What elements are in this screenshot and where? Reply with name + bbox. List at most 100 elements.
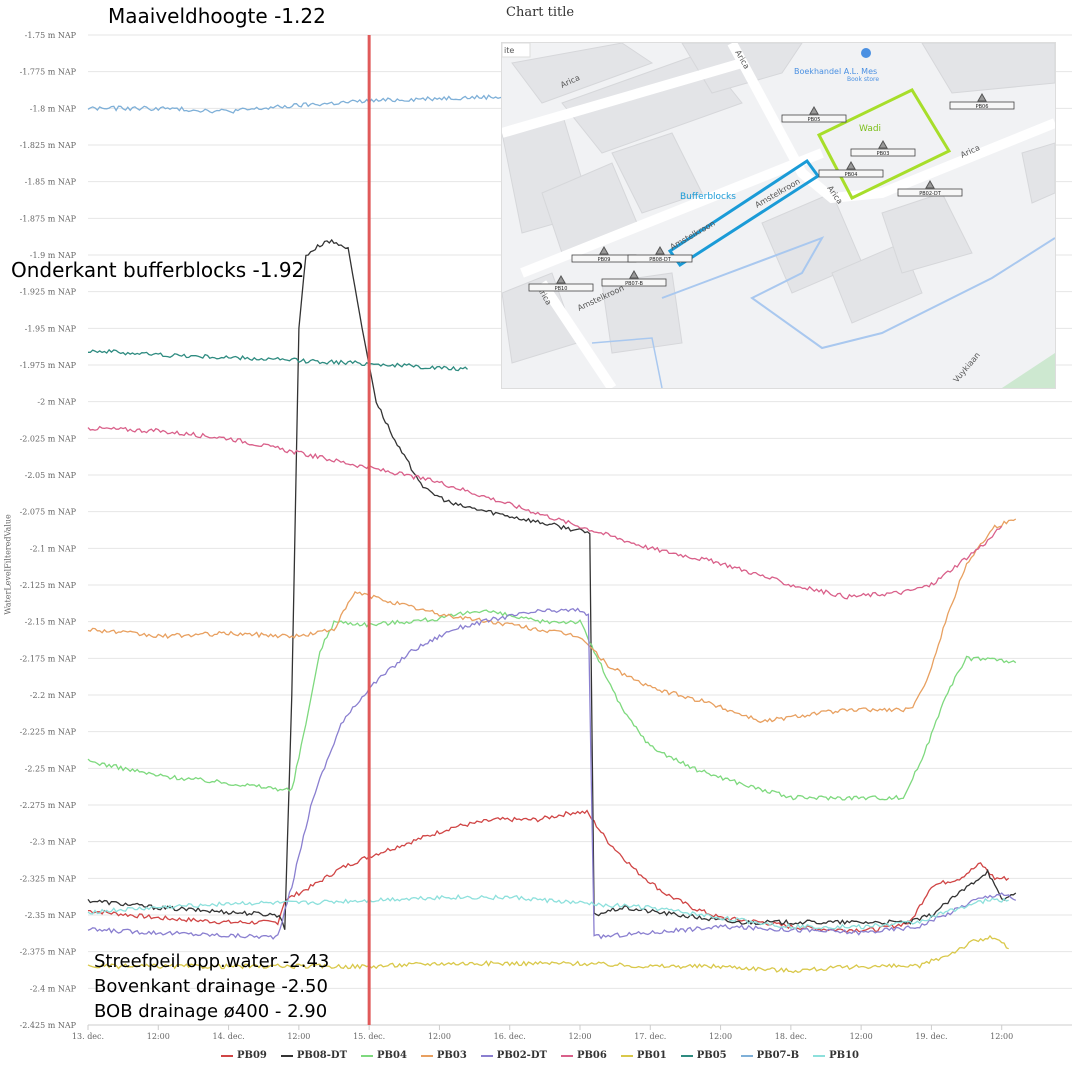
series-line-pb03 <box>87 518 1017 724</box>
site-map-inset: Wadi Bufferblocks Arica Arica Arica Aric… <box>501 42 1056 389</box>
legend-label: PB04 <box>377 1050 407 1061</box>
legend-label: PB07-B <box>756 1050 800 1061</box>
legend-label: PB03 <box>436 1050 467 1061</box>
legend-swatch <box>813 1054 826 1057</box>
legend-swatch <box>220 1054 233 1057</box>
y-tick-label: -1.775 m NAP <box>20 68 77 77</box>
y-tick-label: -2.2 m NAP <box>30 691 77 700</box>
x-tick-label: 12:00 <box>147 1032 170 1041</box>
y-tick-label: -2.375 m NAP <box>20 948 77 957</box>
legend-swatch <box>680 1054 693 1057</box>
annotation-onderkant-bufferblocks: Onderkant bufferblocks -1.92 <box>11 258 305 282</box>
annotation-bob-drainage: BOB drainage ø400 - 2.90 <box>94 1001 328 1022</box>
legend-item-pb02-dt[interactable]: PB02-DT <box>480 1050 547 1061</box>
x-tick-label: 12:00 <box>850 1032 873 1041</box>
map-drawing: Wadi Bufferblocks Arica Arica Arica Aric… <box>502 43 1055 388</box>
y-tick-label: -1.95 m NAP <box>25 324 77 333</box>
y-tick-label: -2.125 m NAP <box>20 581 77 590</box>
y-tick-label: -2.225 m NAP <box>20 728 77 737</box>
map-label-bufferblocks: Bufferblocks <box>680 192 736 202</box>
y-tick-label: -1.975 m NAP <box>20 361 77 370</box>
map-point-pb10: PB10 <box>528 274 594 292</box>
y-tick-label: -2.325 m NAP <box>20 874 77 883</box>
map-label-shop-sub: Book store <box>847 76 879 83</box>
legend-item-pb08-dt[interactable]: PB08-DT <box>280 1050 348 1061</box>
legend-swatch <box>420 1054 433 1057</box>
y-tick-label: -2.425 m NAP <box>20 1021 77 1030</box>
y-tick-label: -2.25 m NAP <box>25 764 77 773</box>
map-point-pb05: PB05 <box>781 105 847 123</box>
legend-item-pb06[interactable]: PB06 <box>560 1050 607 1061</box>
series-line-pb06 <box>87 425 1003 600</box>
legend-item-pb09[interactable]: PB09 <box>220 1050 267 1061</box>
x-tick-label: 15. dec. <box>353 1032 385 1041</box>
legend-item-pb03[interactable]: PB03 <box>420 1050 467 1061</box>
map-point-pb08-dt: PB08-DT <box>627 245 693 263</box>
y-tick-label: -2.05 m NAP <box>25 471 77 480</box>
legend-label: PB01 <box>636 1050 667 1061</box>
map-point-pb06: PB06 <box>949 92 1015 110</box>
svg-text:PB07-B: PB07-B <box>625 281 643 287</box>
legend-item-pb07-b[interactable]: PB07-B <box>740 1050 800 1061</box>
legend-label: PB05 <box>696 1050 727 1061</box>
legend-label: PB09 <box>236 1050 267 1061</box>
series-line-pb04 <box>87 609 1017 801</box>
y-tick-label: -1.85 m NAP <box>25 178 77 187</box>
y-tick-label: -1.825 m NAP <box>20 141 77 150</box>
legend-label: PB10 <box>829 1050 860 1061</box>
annotation-maaiveldhoogte: Maaiveldhoogte -1.22 <box>108 4 326 28</box>
map-corner-fragment: ite <box>504 46 514 55</box>
legend-item-pb05[interactable]: PB05 <box>680 1050 727 1061</box>
x-tick-label: 14. dec. <box>212 1032 244 1041</box>
y-axis-label: WaterLevelFilteredValue <box>3 514 13 615</box>
y-tick-label: -1.875 m NAP <box>20 214 77 223</box>
legend-item-pb01[interactable]: PB01 <box>620 1050 667 1061</box>
x-tick-label: 12:00 <box>709 1032 732 1041</box>
y-tick-label: -2.3 m NAP <box>30 838 77 847</box>
y-tick-label: -1.925 m NAP <box>20 288 77 297</box>
x-tick-label: 13. dec. <box>72 1032 104 1041</box>
map-label-wadi: Wadi <box>859 124 881 134</box>
svg-text:PB10: PB10 <box>555 286 568 292</box>
svg-text:PB03: PB03 <box>877 151 890 157</box>
map-point-pb04: PB04 <box>818 160 884 178</box>
x-tick-label: 12:00 <box>568 1032 591 1041</box>
legend-item-pb10[interactable]: PB10 <box>813 1050 859 1061</box>
x-tick-label: 18. dec. <box>775 1032 807 1041</box>
x-tick-label: 12:00 <box>287 1032 310 1041</box>
series-line-pb09 <box>88 809 1010 933</box>
svg-text:PB06: PB06 <box>976 104 989 110</box>
series-line-pb07-b <box>87 94 581 114</box>
chart-legend: PB09 PB08-DT PB04 PB03 PB02-DT PB06 PB01 PB05 PB… <box>0 1050 1080 1061</box>
legend-swatch <box>480 1054 493 1057</box>
legend-swatch <box>361 1054 374 1057</box>
series-line-pb02-dt <box>87 607 1017 940</box>
series-line-pb10 <box>87 894 1009 930</box>
legend-item-pb04[interactable]: PB04 <box>361 1050 407 1061</box>
map-point-pb07-b: PB07-B <box>601 269 667 287</box>
y-tick-label: -2.35 m NAP <box>25 911 77 920</box>
legend-label: PB06 <box>576 1050 607 1061</box>
legend-swatch <box>740 1054 753 1057</box>
map-label-shop: Boekhandel A.L. Mes <box>794 67 877 76</box>
y-tick-label: -2 m NAP <box>37 398 76 407</box>
legend-swatch <box>280 1054 293 1057</box>
svg-text:PB02-DT: PB02-DT <box>919 191 941 197</box>
y-tick-label: -1.75 m NAP <box>25 31 77 40</box>
annotation-streefpeil: Streefpeil opp.water -2.43 <box>94 951 330 972</box>
y-tick-label: -1.8 m NAP <box>30 104 77 113</box>
shop-pin-icon <box>861 48 871 58</box>
x-tick-label: 12:00 <box>428 1032 451 1041</box>
y-tick-label: -2.4 m NAP <box>30 984 77 993</box>
map-point-pb03: PB03 <box>850 139 916 157</box>
chart-title: Chart title <box>506 5 575 20</box>
y-tick-label: -2.15 m NAP <box>25 618 77 627</box>
x-tick-label: 12:00 <box>990 1032 1013 1041</box>
series-line-pb01 <box>87 934 1009 974</box>
annotation-bovenkant-drainage: Bovenkant drainage -2.50 <box>94 976 328 997</box>
legend-label: PB08-DT <box>296 1050 348 1061</box>
y-tick-label: -2.275 m NAP <box>20 801 77 810</box>
legend-label: PB02-DT <box>496 1050 547 1061</box>
series-line-pb08-dt <box>87 238 1017 930</box>
y-tick-label: -2.175 m NAP <box>20 654 77 663</box>
